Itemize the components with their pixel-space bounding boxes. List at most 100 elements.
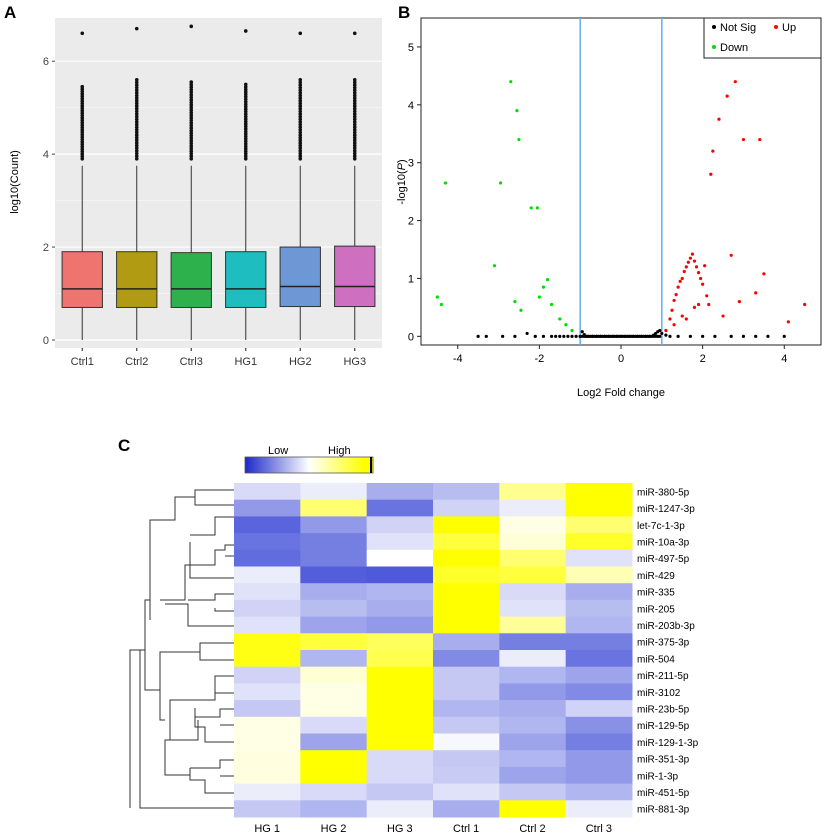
volcano-legend: Not Sig Up Down	[703, 17, 822, 59]
heatmap-cell	[366, 783, 434, 801]
boxplot-plot-area	[55, 18, 382, 348]
box-outlier	[298, 114, 303, 119]
heatmap-cell	[366, 583, 434, 601]
heatmap-cell	[433, 700, 500, 718]
boxplot-y-axis-label: log10(Count)	[9, 150, 21, 214]
volcano-point-not-sig	[580, 330, 584, 334]
box-hg1	[225, 251, 267, 308]
box-outlier	[189, 95, 194, 100]
heatmap-cell	[499, 516, 567, 534]
heatmap-column-label: Ctrl 1	[453, 823, 479, 834]
volcano-point-up	[696, 271, 701, 275]
box-outlier	[189, 141, 194, 146]
volcano-point-not-sig	[566, 334, 570, 338]
heatmap-cell	[565, 700, 633, 718]
heatmap-cell	[433, 483, 500, 501]
volcano-point-up	[678, 279, 682, 283]
box-outlier	[134, 101, 139, 106]
heatmap-cell	[366, 549, 434, 567]
heatmap-cell	[499, 549, 567, 567]
box-outlier	[298, 133, 303, 137]
heatmap-column-label: HG 1	[254, 823, 280, 834]
volcano-point-up	[733, 80, 737, 84]
heatmap-cell	[565, 650, 633, 668]
heatmap-cell	[234, 499, 301, 517]
box-outlier	[134, 156, 139, 161]
volcano-point-down	[492, 264, 497, 268]
box-outlier	[243, 147, 248, 151]
box-outlier	[243, 112, 248, 116]
box-outlier	[189, 98, 194, 102]
box-outlier	[298, 96, 303, 100]
heatmap-column-label: HG 3	[387, 823, 413, 834]
volcano-x-tick-label: 4	[781, 353, 787, 365]
heatmap-row-label: miR-129-5p	[637, 721, 690, 732]
volcano-point-up	[741, 137, 746, 142]
box-outlier	[243, 117, 248, 121]
boxplot-x-tick-label: HG3	[343, 356, 366, 368]
heatmap-cell	[300, 549, 368, 567]
box-outlier	[189, 82, 194, 87]
volcano-point-down	[443, 181, 448, 185]
box-outlier	[243, 122, 248, 126]
box-outlier	[352, 85, 357, 90]
heatmap-cell	[565, 766, 633, 785]
heatmap-cell	[234, 583, 301, 601]
heatmap-cell	[234, 566, 301, 584]
heatmap-cell	[565, 733, 633, 751]
heatmap-cell	[366, 616, 434, 634]
volcano-point-down	[498, 181, 503, 185]
heatmap-cell	[300, 700, 368, 718]
volcano-point-not-sig	[660, 331, 664, 336]
legend-label-up: Up	[782, 22, 796, 34]
legend-label-not-sig: Not Sig	[720, 22, 756, 34]
box-outlier	[134, 106, 139, 111]
volcano-point-up	[717, 117, 721, 121]
box-outlier	[134, 141, 139, 145]
volcano-point-not-sig	[766, 334, 770, 338]
heatmap-cell	[300, 766, 368, 785]
legend-marker-down	[712, 45, 716, 49]
box-outlier	[243, 109, 248, 114]
box-outlier	[298, 93, 303, 98]
heatmap-cell	[433, 733, 500, 751]
volcano-y-tick-label: 1	[408, 273, 414, 285]
heatmap-cell	[366, 516, 434, 534]
box-outlier	[352, 109, 357, 114]
box-outlier-max	[189, 24, 194, 29]
box-outlier	[189, 136, 194, 141]
heatmap-cell	[300, 566, 368, 584]
box-outlier	[243, 142, 248, 146]
volcano-y-tick-label: 4	[408, 100, 414, 112]
box-outlier	[298, 99, 303, 103]
box-outlier	[298, 106, 303, 111]
heatmap-cell	[300, 666, 368, 684]
heatmap-cell	[499, 783, 567, 801]
box-outlier	[134, 138, 139, 143]
heatmap-cell	[366, 533, 434, 551]
volcano-point-up	[758, 137, 762, 142]
heatmap-cell	[433, 666, 500, 684]
box-outlier	[134, 146, 139, 151]
volcano-point-up	[703, 264, 707, 268]
heatmap-cell	[234, 616, 301, 634]
volcano-point-down	[509, 80, 513, 84]
heatmap-cell	[499, 633, 567, 651]
boxplot-x-tick-label: Ctrl3	[180, 356, 203, 368]
heatmap-cell	[234, 599, 301, 618]
box-outlier	[243, 156, 248, 161]
heatmap-cell	[433, 633, 500, 651]
box-outlier	[352, 125, 357, 129]
box-outlier	[243, 107, 248, 111]
heatmap-cell	[499, 683, 567, 701]
volcano-point-not-sig	[688, 334, 692, 338]
heatmap-cell	[499, 583, 567, 601]
box-outlier	[189, 85, 194, 89]
box-outlier	[134, 117, 139, 122]
box-outlier-max	[298, 31, 303, 36]
volcano-y-axis-label-italic: P	[396, 162, 408, 170]
volcano-point-up	[803, 302, 807, 307]
box-ctrl3	[170, 252, 212, 308]
heatmap-cell	[300, 533, 368, 551]
heatmap-cell	[433, 499, 500, 517]
